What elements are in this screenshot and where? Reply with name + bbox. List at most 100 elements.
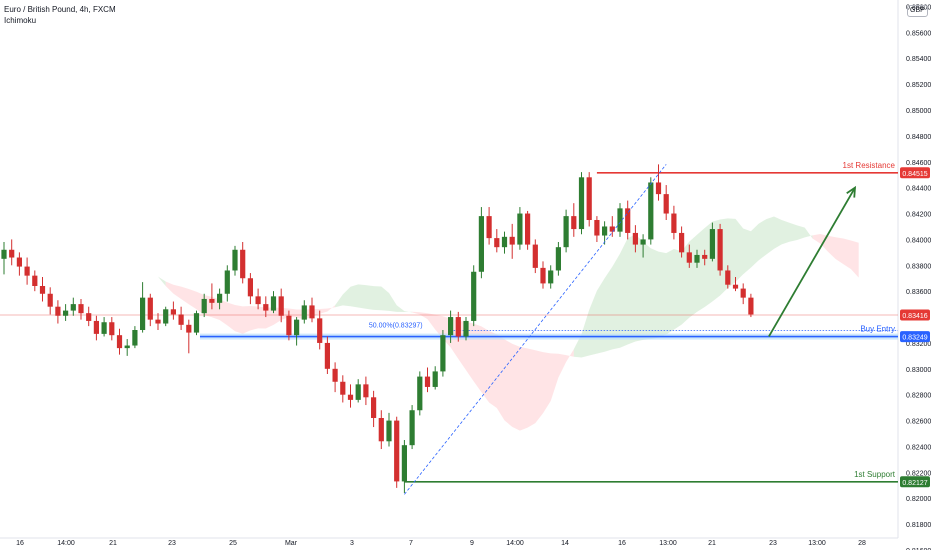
candle-body [386,420,392,442]
candle-body [478,216,484,272]
candle-body [401,445,407,482]
resistance-price-tag [900,167,930,179]
candle-body [124,345,130,349]
y-tick-label: 0.84400 [906,186,931,193]
x-tick-label: 9 [470,540,474,547]
candle-body [463,320,469,337]
x-tick-label: Mar [285,540,298,547]
support-price-tag [900,476,930,488]
candle-body [663,194,669,214]
x-tick-label: 14:00 [57,540,75,547]
candle-body [609,226,615,232]
support-label: 1st Support [854,470,896,479]
indicator-label[interactable]: Ichimoku [4,16,37,25]
y-tick-label: 0.85600 [906,30,931,37]
y-tick-label: 0.83800 [906,263,931,270]
candle-body [39,286,46,294]
y-tick-label: 0.85800 [906,4,931,11]
ichimoku-cloud [4,216,859,431]
x-tick-label: 7 [409,540,413,547]
candle-body [748,297,754,315]
candle-body [702,254,708,259]
x-tick-label: 13:00 [659,540,677,547]
y-tick-label: 0.85400 [906,56,931,63]
candle-body [263,304,269,311]
current-price-tag [900,309,930,321]
candle-body [9,249,15,258]
candle-body [47,293,53,307]
candle-body [617,208,623,232]
y-tick-label: 0.84600 [906,160,931,167]
candle-body [224,270,230,294]
candle-body [70,304,76,311]
x-tick-label: 3 [350,540,354,547]
candle-body [317,318,323,343]
candle-body [448,317,454,336]
y-tick-label: 0.82400 [906,444,931,451]
y-tick-label: 0.82800 [906,393,931,400]
candle-body [417,376,423,411]
y-tick-label: 0.83000 [906,367,931,374]
candle-body [686,252,692,263]
support-price-tag-text: 0.82127 [902,480,927,487]
y-tick-label: 0.83200 [906,341,931,348]
candle-body [355,384,361,400]
y-tick-label: 0.84800 [906,134,931,141]
candle-body [109,322,115,336]
candle-body [471,271,477,321]
candle-body [709,229,715,259]
candle-body [455,317,461,337]
candle-body [517,213,523,245]
candle-body [371,397,377,418]
candle-body [717,229,723,271]
annotations: 50.00%(0.83297) 1st Resistance Buy Entry 1s… [369,161,896,495]
candle-body [632,232,638,245]
x-tick-label: 21 [109,540,117,547]
candle-body [255,296,261,305]
candle-body [1,249,7,259]
candle-body [232,249,238,271]
candle-body [186,324,192,333]
x-tick-label: 14:00 [506,540,524,547]
candle-body [16,257,22,267]
candle-body [286,315,292,336]
candle-body [63,310,69,316]
candle-body [116,335,123,349]
candle-body [671,213,677,233]
candle-body [486,216,492,239]
candle-body [494,238,500,248]
candle-body [309,305,315,319]
buy-entry-price-tag [900,331,930,343]
y-tick-label: 0.84000 [906,237,931,244]
candle-body [440,335,446,372]
candle-body [140,297,146,330]
y-tick-label: 0.81800 [906,522,931,529]
candle-body [347,394,354,400]
candle-body [378,418,384,442]
candle-body [625,208,631,233]
candle-body [594,220,600,236]
cloud-segment [335,284,413,313]
fib-trendline [404,164,667,495]
candle-body [324,342,330,369]
candle-body [525,213,531,245]
candle-body [432,371,438,387]
candle-body [217,293,223,303]
candle-body [501,236,508,248]
candle-body [132,330,138,346]
candle-body [563,216,569,248]
x-tick-label: 21 [708,540,716,547]
candle-body [732,284,739,289]
candle-body [394,420,400,482]
candle-body [555,247,561,271]
currency-badge[interactable]: GBP [907,5,928,17]
fib-label: 50.00%(0.83297) [369,322,423,329]
candle-body [278,296,284,316]
candle-body [648,182,654,240]
y-tick-label: 0.85000 [906,108,931,115]
candle-body [294,319,300,336]
candle-body [193,313,200,333]
current-price-tag-text: 0.83416 [902,313,927,320]
